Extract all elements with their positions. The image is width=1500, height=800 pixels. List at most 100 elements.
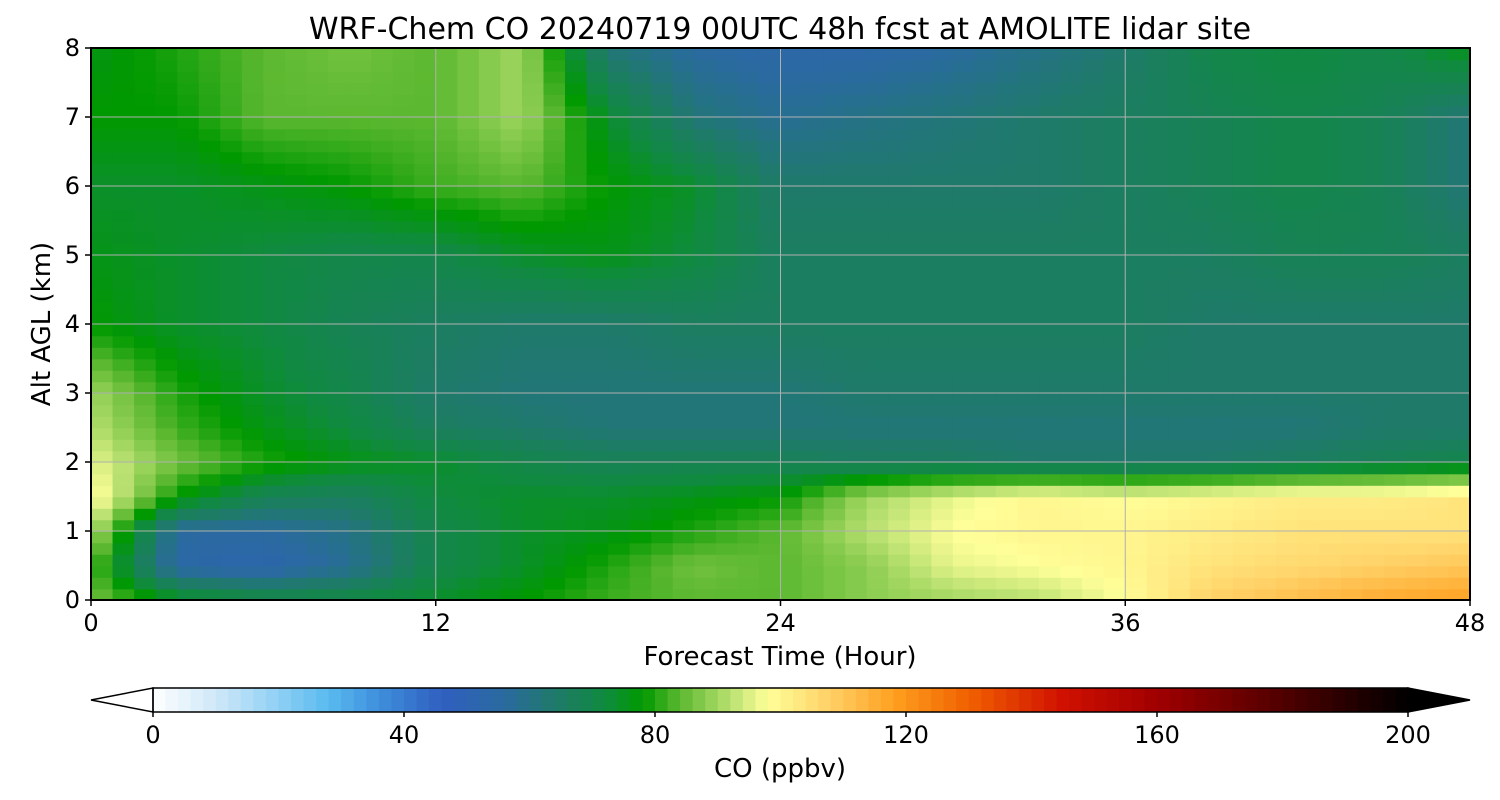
heatmap-cell — [1082, 370, 1105, 383]
heatmap-cell — [909, 335, 933, 348]
heatmap-cell — [457, 542, 480, 555]
heatmap-cell — [1146, 588, 1170, 601]
heatmap-cell — [866, 404, 890, 417]
heatmap-cell — [543, 278, 566, 291]
heatmap-cell — [220, 531, 243, 544]
heatmap-cell — [1125, 278, 1148, 291]
heatmap-cell — [1297, 94, 1320, 107]
heatmap-cell — [931, 220, 954, 233]
heatmap-cell — [1276, 312, 1299, 325]
heatmap-cell — [1405, 565, 1428, 578]
heatmap-cell — [651, 278, 674, 291]
heatmap-cell — [241, 94, 265, 107]
heatmap-cell — [629, 404, 653, 417]
heatmap-cell — [1146, 485, 1170, 498]
heatmap-cell — [134, 462, 157, 475]
heatmap-cell — [1146, 358, 1170, 371]
heatmap-cell — [112, 427, 135, 440]
heatmap-cell — [521, 243, 545, 256]
heatmap-cell — [1168, 140, 1191, 153]
heatmap-cell — [629, 94, 653, 107]
heatmap-cell — [995, 151, 1019, 164]
heatmap-cell — [1039, 404, 1062, 417]
heatmap-cell — [888, 439, 911, 452]
heatmap-cell — [802, 519, 825, 532]
heatmap-cell — [414, 508, 437, 521]
heatmap-cell — [608, 496, 631, 509]
heatmap-cell — [112, 347, 135, 360]
heatmap-cell — [1254, 496, 1277, 509]
heatmap-cell — [328, 588, 351, 601]
heatmap-cell — [1362, 393, 1385, 406]
heatmap-cell — [952, 324, 976, 337]
heatmap-cell — [392, 427, 416, 440]
heatmap-cell — [263, 393, 286, 406]
heatmap-cell — [543, 232, 566, 245]
heatmap-cell — [780, 565, 803, 578]
heatmap-cell — [780, 232, 803, 245]
heatmap-cell — [608, 59, 631, 72]
heatmap-cell — [1211, 71, 1234, 84]
heatmap-cell — [414, 151, 437, 164]
heatmap-cell — [888, 393, 911, 406]
heatmap-cell — [1448, 427, 1471, 440]
heatmap-cell — [909, 71, 933, 84]
heatmap-cell — [500, 427, 523, 440]
heatmap-cell — [758, 278, 782, 291]
heatmap-cell — [1297, 462, 1320, 475]
heatmap-cell — [715, 335, 739, 348]
heatmap-cell — [608, 209, 631, 222]
heatmap-cell — [888, 496, 911, 509]
heatmap-cell — [974, 117, 997, 130]
heatmap-cell — [974, 496, 997, 509]
heatmap-cell — [565, 508, 588, 521]
heatmap-cell — [284, 266, 308, 279]
heatmap-cell — [1189, 370, 1213, 383]
heatmap-cell — [392, 439, 416, 452]
heatmap-cell — [177, 48, 200, 61]
heatmap-cell — [758, 416, 782, 429]
heatmap-cell — [328, 577, 351, 590]
heatmap-cell — [435, 243, 459, 256]
heatmap-cell — [845, 301, 868, 314]
heatmap-cell — [1448, 151, 1471, 164]
heatmap-cell — [1189, 151, 1213, 164]
heatmap-cell — [478, 59, 502, 72]
heatmap-cell — [1211, 358, 1234, 371]
heatmap-cell — [823, 266, 846, 279]
heatmap-cell — [1362, 381, 1385, 394]
heatmap-cell — [284, 531, 308, 544]
grid-lines — [91, 48, 1470, 600]
heatmap-cell — [866, 565, 890, 578]
heatmap-cell — [414, 197, 437, 210]
heatmap-cell — [1276, 151, 1299, 164]
heatmap-cell — [241, 197, 265, 210]
heatmap-cell — [823, 186, 846, 199]
heatmap-cell — [931, 427, 954, 440]
heatmap-cell — [500, 163, 523, 176]
heatmap-cell — [694, 485, 717, 498]
colorbar-segment — [1395, 688, 1409, 712]
heatmap-cell — [435, 94, 459, 107]
heatmap-cell — [328, 427, 351, 440]
colorbar-segment — [604, 688, 618, 712]
colorbar-segment — [215, 688, 229, 712]
heatmap-cell — [866, 439, 890, 452]
heatmap-cell — [672, 496, 696, 509]
colorbar-segment — [793, 688, 807, 712]
heatmap-cell — [715, 197, 739, 210]
heatmap-cell — [1448, 220, 1471, 233]
heatmap-cell — [694, 278, 717, 291]
heatmap-cell — [1232, 496, 1256, 509]
heatmap-cell — [1426, 255, 1450, 268]
heatmap-cell — [737, 174, 760, 187]
heatmap-cell — [306, 174, 329, 187]
heatmap-cell — [1448, 278, 1471, 291]
heatmap-cell — [457, 312, 480, 325]
heatmap-cell — [263, 48, 286, 61]
heatmap-cell — [888, 186, 911, 199]
heatmap-cell — [263, 416, 286, 429]
heatmap-cell — [845, 542, 868, 555]
heatmap-cell — [1426, 128, 1450, 141]
heatmap-cell — [802, 565, 825, 578]
